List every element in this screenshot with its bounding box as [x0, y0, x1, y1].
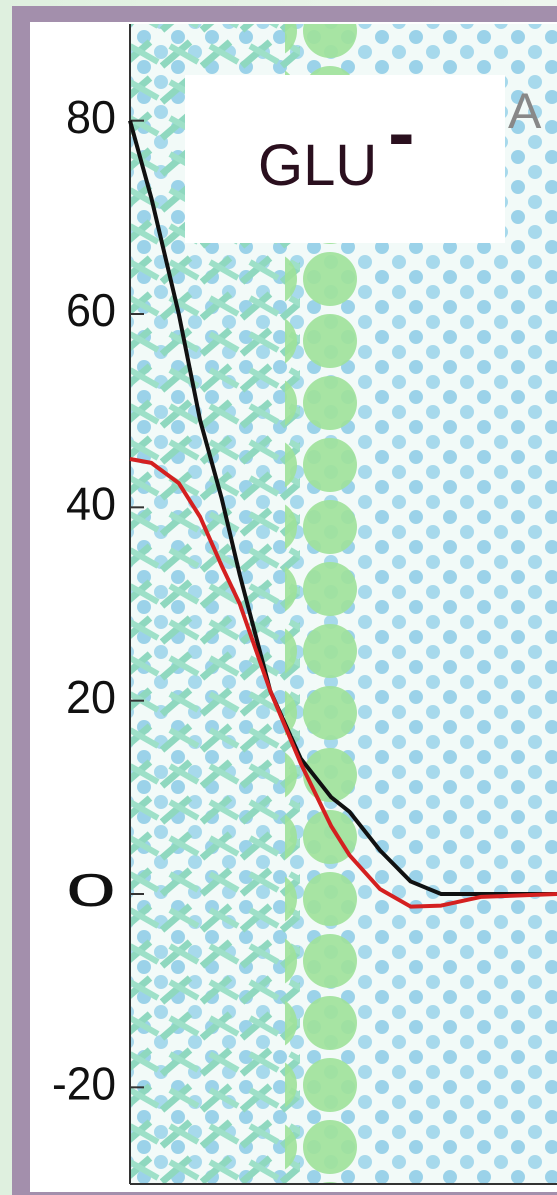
y-tick-label: 60 — [66, 284, 116, 336]
y-tick-label: -20 — [52, 1057, 116, 1109]
panel-label: GLU — [258, 133, 377, 198]
y-tick-label: 0 — [66, 864, 116, 916]
y-tick-label: 80 — [66, 91, 116, 143]
corner-text: A — [508, 83, 542, 139]
panel-label-charge: - — [388, 88, 415, 177]
label-box — [185, 75, 505, 243]
axes: -20 0 20 40 60 80 — [52, 24, 557, 1185]
series-line — [129, 457, 557, 909]
y-tick-label: 40 — [66, 477, 116, 529]
y-tick-label: 20 — [66, 671, 116, 723]
